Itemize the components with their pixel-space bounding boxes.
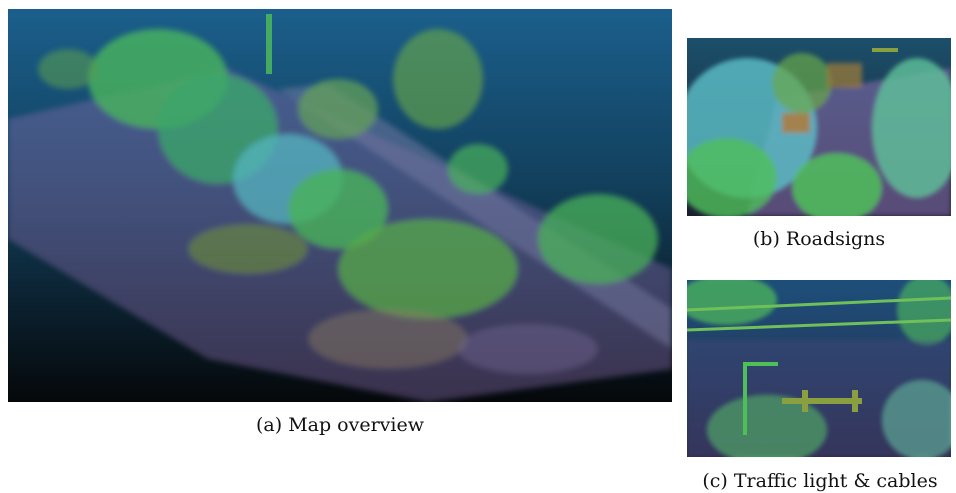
roadsigns-pointcloud (687, 38, 951, 216)
map-overview-pointcloud (8, 9, 672, 402)
traffic-light-image (687, 280, 951, 457)
map-overview-image (8, 9, 672, 402)
caption-traffic-light: (c) Traffic light & cables (702, 470, 938, 492)
traffic-light-pointcloud (687, 280, 951, 457)
caption-map-overview: (a) Map overview (256, 414, 424, 436)
caption-roadsigns: (b) Roadsigns (752, 228, 886, 250)
roadsigns-image (687, 38, 951, 216)
